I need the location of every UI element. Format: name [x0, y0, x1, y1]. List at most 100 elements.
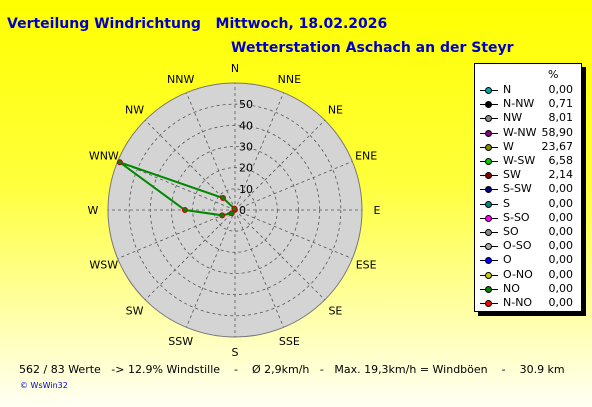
legend-label: W: [503, 139, 514, 153]
legend-value: 2,14: [548, 168, 574, 182]
legend-item: S 0,00: [475, 197, 581, 213]
legend-marker-icon: [485, 172, 492, 180]
direction-label: SE: [328, 304, 342, 317]
grid-ring: [213, 188, 257, 232]
legend-label: SW: [503, 168, 521, 182]
legend-item: N-NO 0,00: [475, 296, 581, 312]
legend-label: NO: [503, 281, 520, 295]
legend-value: 0,71: [548, 97, 574, 111]
legend-item: O 0,00: [475, 253, 581, 269]
direction-label: NE: [328, 104, 343, 117]
legend-value: 6,58: [548, 154, 574, 167]
direction-label: ESE: [356, 258, 377, 271]
legend-marker-icon: [485, 186, 492, 194]
legend-value: 0,00: [548, 83, 574, 96]
legend-item: N-NW 0,71: [475, 97, 581, 113]
legend-marker-icon: [485, 158, 492, 165]
direction-label: NNW: [167, 73, 194, 86]
legend-label: NW: [503, 111, 523, 125]
direction-label: NW: [125, 104, 144, 117]
legend-marker-icon: [485, 300, 492, 307]
statistics-footer: 562 / 83 Werte -> 12.9% Windstille - Ø 2…: [19, 363, 565, 376]
legend-value: 0,00: [548, 239, 574, 253]
direction-label: ENE: [355, 150, 377, 163]
direction-label: NNE: [278, 73, 301, 86]
legend-item: SO 0,00: [475, 225, 581, 241]
radial-tick-label: 20: [239, 162, 253, 175]
legend-marker-icon: [485, 271, 492, 279]
direction-label: SSE: [279, 335, 300, 348]
legend-label: N: [503, 83, 512, 96]
legend-label: N-NW: [503, 97, 535, 111]
legend-value: 0,00: [548, 225, 574, 238]
legend-label: S-SW: [503, 182, 532, 196]
legend-item: W 23,67: [475, 140, 581, 156]
legend-marker-icon: [485, 200, 492, 208]
legend-item: NO 0,00: [475, 282, 581, 298]
data-point: [220, 195, 227, 202]
data-point: [181, 207, 188, 213]
legend-item: SW 2,14: [475, 168, 581, 184]
legend-label: S-SO: [503, 210, 530, 224]
legend-item: O-NO 0,00: [475, 268, 581, 284]
legend-item: W-NW 58,90: [475, 126, 581, 142]
legend-unit: %: [548, 68, 559, 81]
legend-marker-icon: [485, 243, 492, 251]
legend-value: 0,00: [548, 267, 574, 281]
grid-ring: [171, 146, 299, 274]
radial-tick-label: 10: [239, 183, 253, 196]
legend-label: S: [503, 196, 510, 210]
direction-label: S: [232, 346, 239, 359]
legend-marker-icon: [485, 87, 492, 94]
radial-tick-label: 0: [239, 204, 246, 217]
data-point: [219, 212, 226, 219]
legend-item: O-SO 0,00: [475, 239, 581, 255]
legend-item: W-SW 6,58: [475, 154, 581, 170]
direction-label: E: [374, 204, 381, 217]
legend-marker-icon: [485, 129, 492, 137]
legend-label: O: [503, 253, 512, 267]
software-brand: © WsWin32: [20, 381, 68, 390]
legend-value: 0,00: [548, 182, 574, 196]
data-point: [228, 210, 235, 217]
legend-marker-icon: [485, 285, 492, 293]
direction-label: N: [231, 62, 239, 75]
legend-marker-icon: [485, 214, 492, 222]
legend-label: SO: [503, 225, 519, 238]
legend-value: 8,01: [548, 111, 574, 125]
legend-label: W-NW: [503, 125, 537, 139]
legend-label: O-NO: [503, 267, 533, 281]
legend-value: 58,90: [541, 125, 574, 139]
direction-label: WSW: [89, 258, 118, 271]
legend-item: S-SO 0,00: [475, 211, 581, 227]
legend-marker-icon: [485, 257, 492, 265]
legend-value: 0,00: [548, 210, 574, 224]
legend-marker-icon: [485, 143, 492, 151]
legend-value: 0,00: [548, 253, 574, 267]
data-point: [231, 205, 238, 212]
direction-label: W: [88, 204, 99, 217]
legend-value: 0,00: [548, 296, 574, 309]
legend-marker-icon: [485, 101, 492, 109]
legend-label: N-NO: [503, 296, 533, 309]
direction-label: SSW: [168, 335, 193, 348]
legend-value: 0,00: [548, 281, 574, 295]
direction-label: WNW: [89, 150, 119, 163]
grid-ring: [128, 103, 342, 317]
legend-marker-icon: [485, 115, 492, 123]
data-point: [116, 159, 123, 166]
legend-item: S-SW 0,00: [475, 182, 581, 198]
legend-item: N 0,00: [475, 83, 581, 99]
radial-tick-label: 30: [239, 141, 253, 154]
legend: % N 0,00 N-NW 0,71 NW 8,01 W-NW 58,90 W 23,67 W-SW…: [474, 63, 582, 312]
legend-item: NW 8,01: [475, 111, 581, 127]
legend-value: 23,67: [541, 139, 574, 153]
direction-label: SW: [126, 304, 144, 317]
station-name: Wetterstation Aschach an der Steyr: [231, 40, 514, 56]
radial-tick-label: 50: [239, 98, 253, 111]
legend-marker-icon: [485, 229, 492, 236]
radial-tick-label: 40: [239, 119, 253, 132]
legend-label: O-SO: [503, 239, 532, 253]
